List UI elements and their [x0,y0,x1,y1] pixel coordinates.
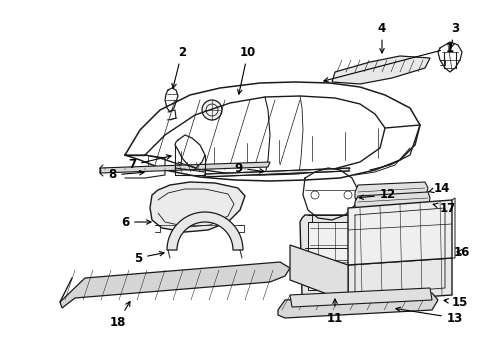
Text: 14: 14 [428,181,450,194]
Text: 15: 15 [444,296,468,309]
Text: 17: 17 [433,202,456,215]
Text: 9: 9 [234,162,264,175]
Text: 5: 5 [134,252,164,265]
Text: 8: 8 [108,168,144,181]
Polygon shape [290,245,348,302]
Polygon shape [300,215,380,298]
Text: 3: 3 [449,22,459,48]
Polygon shape [355,192,430,214]
Text: 4: 4 [378,22,386,53]
Text: 11: 11 [327,299,343,324]
Polygon shape [150,182,245,232]
Polygon shape [355,182,428,202]
Text: 1: 1 [324,41,454,82]
Polygon shape [203,168,350,177]
Text: 10: 10 [238,45,256,94]
Circle shape [202,100,222,120]
Text: 13: 13 [396,307,463,324]
Polygon shape [290,288,432,307]
Polygon shape [348,258,452,302]
Polygon shape [167,212,243,250]
Text: 6: 6 [121,216,151,229]
Polygon shape [332,56,430,84]
Text: 16: 16 [454,246,470,258]
Text: 12: 12 [359,189,396,202]
Polygon shape [308,222,370,290]
Polygon shape [60,262,290,308]
Polygon shape [278,293,438,318]
Text: 18: 18 [110,301,130,328]
Polygon shape [348,200,452,265]
Text: 2: 2 [172,45,186,88]
Text: 7: 7 [128,155,171,171]
Polygon shape [100,162,270,173]
